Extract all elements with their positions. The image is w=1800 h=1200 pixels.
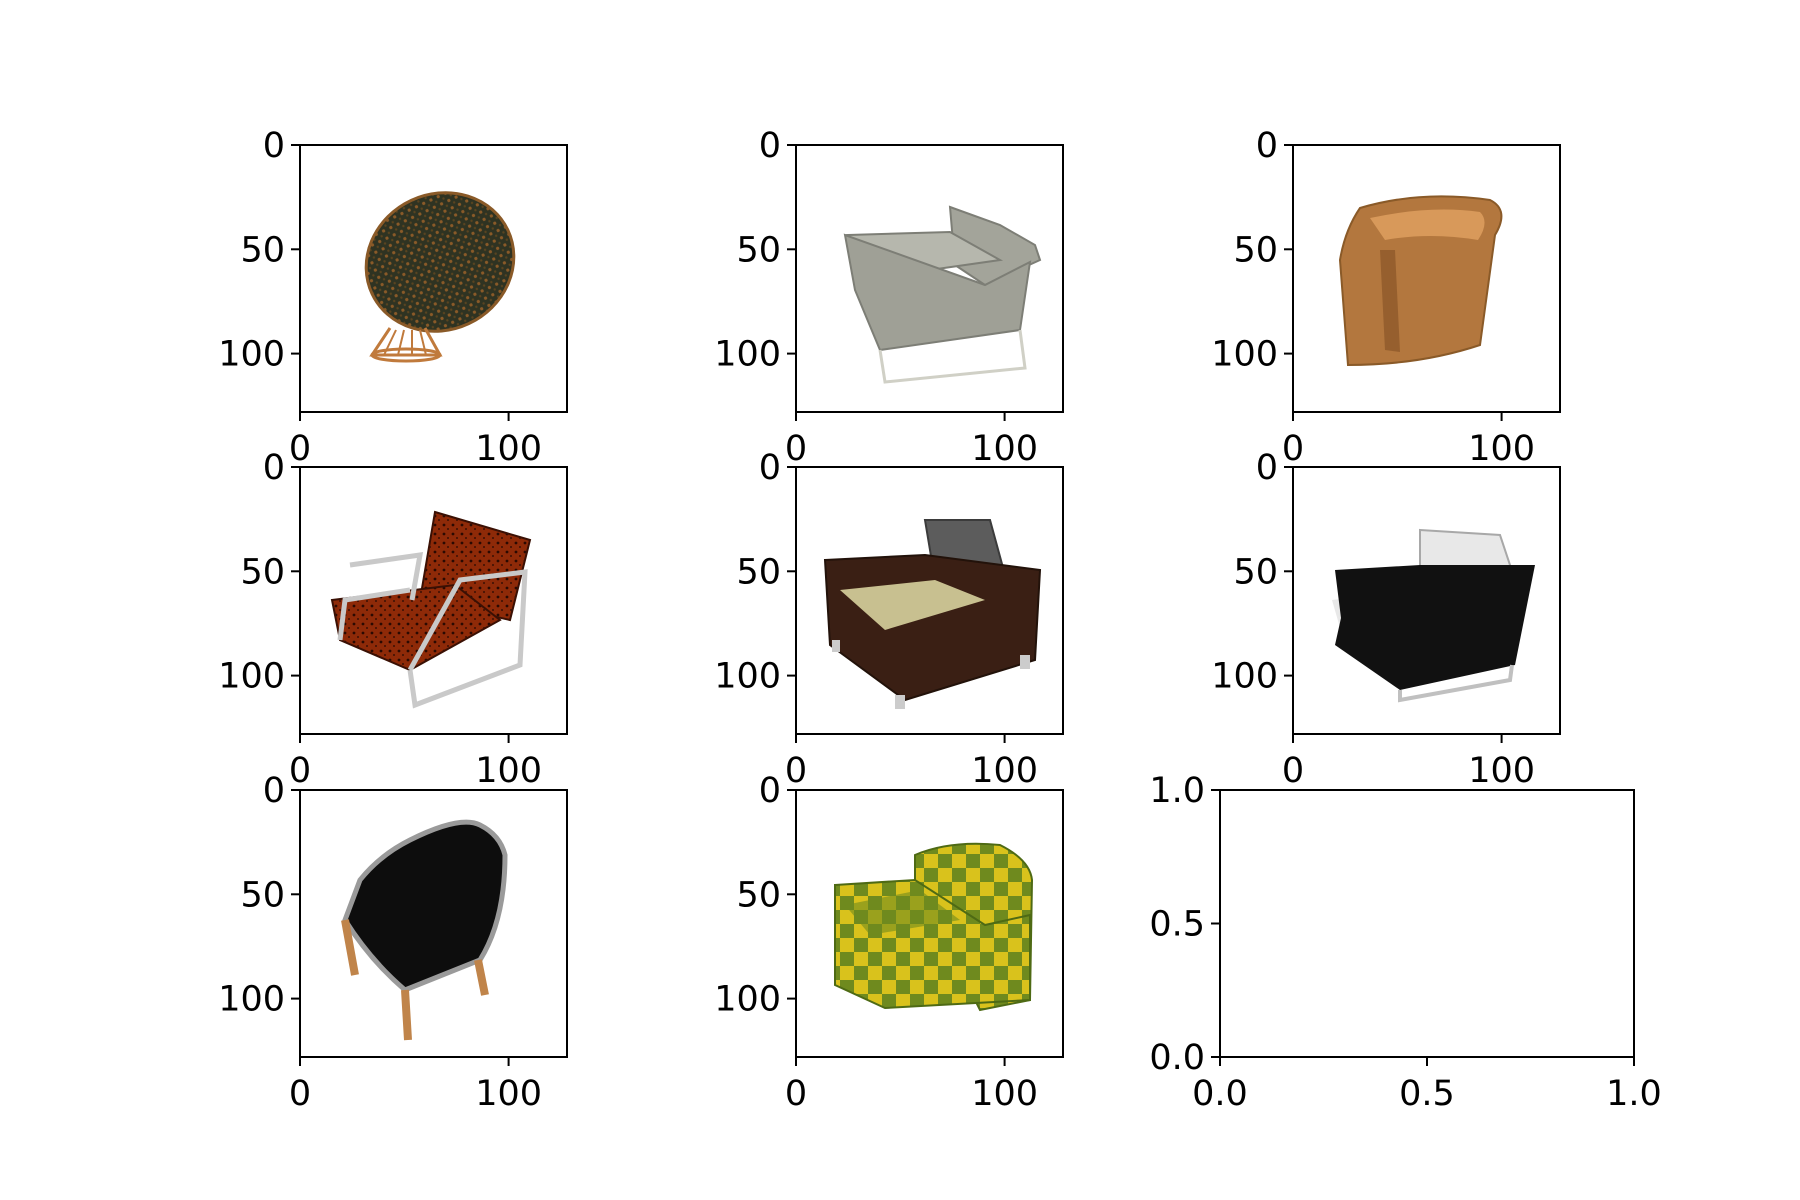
subplot-1-image [364, 191, 516, 363]
subplot-9-y-tick-label: 0.0 [1149, 1038, 1205, 1078]
subplot-3-y-tick-label: 100 [1211, 335, 1278, 375]
subplot-4 [330, 510, 532, 709]
subplot-4-frame [299, 466, 568, 735]
subplot-2 [843, 205, 1042, 384]
subplot-4-axes: 0 100 0 50 100 [218, 448, 568, 791]
subplot-3-y-tick-label: 50 [1233, 230, 1278, 270]
subplot-8-x-tick-label: 0 [785, 1074, 807, 1114]
subplot-6-y-tick-label: 0 [1256, 448, 1278, 488]
subplot-2-image [843, 205, 1042, 384]
subplot-8-image [834, 842, 1034, 1012]
subplot-1-y-tick-label: 50 [240, 230, 285, 270]
subplot-8-x-tick-label: 100 [971, 1074, 1038, 1114]
subplot-7-x-tick-label: 100 [475, 1074, 542, 1114]
subplot-3-x-tick-label: 100 [1468, 429, 1535, 469]
subplot-5-y-tick-label: 0 [759, 448, 781, 488]
subplot-4-y-tick-label: 50 [240, 552, 285, 592]
subplot-9-y-tick-label: 1.0 [1149, 771, 1205, 811]
subplot-8-y-tick-label: 50 [736, 875, 781, 915]
subplot-3-x-tick-label: 0 [1282, 429, 1304, 469]
subplot-4-y-tick-label: 100 [218, 657, 285, 697]
subplot-3-image [1338, 195, 1503, 367]
subplot-7 [341, 819, 508, 1041]
subplot-3-axes: 0 100 0 50 100 [1211, 126, 1561, 469]
chair-sled-legs [878, 329, 1027, 384]
subplot-2-y-tick-label: 50 [736, 230, 781, 270]
subplot-7-y-tick-label: 100 [218, 980, 285, 1020]
subplot-6-image [1332, 528, 1535, 703]
subplot-1-frame [299, 144, 568, 413]
subplot-7-image [341, 819, 508, 1041]
subplot-6-y-tick-label: 50 [1233, 552, 1278, 592]
subplot-2-axes: 0 100 0 50 100 [714, 126, 1064, 469]
chair-tub-inner [1370, 209, 1485, 240]
subplot-7-axes: 0 100 0 50 100 [218, 771, 568, 1114]
subplot-6-axes: 0 100 0 50 100 [1211, 448, 1561, 791]
subplot-6 [1332, 528, 1535, 703]
subplot-8-y-tick-label: 0 [759, 771, 781, 811]
subplot-1-axes: 0 100 0 50 100 [218, 126, 568, 469]
subplot-5-y-tick-label: 50 [736, 552, 781, 592]
subplot-4-image [330, 510, 532, 709]
subplot-9-x-tick-label: 0.5 [1399, 1074, 1455, 1114]
subplot-2-x-tick-label: 0 [785, 429, 807, 469]
subplot-5-axes: 0 100 0 50 100 [714, 448, 1064, 791]
subplot-5-x-tick-label: 100 [971, 751, 1038, 791]
chair-chrome-frame [337, 552, 528, 709]
subplot-1-y-tick-label: 100 [218, 335, 285, 375]
subplot-3-frame [1292, 144, 1561, 413]
subplot-9-x-tick-label: 0.0 [1192, 1074, 1248, 1114]
subplot-6-y-tick-label: 100 [1211, 657, 1278, 697]
subplot-6-x-tick-label: 100 [1468, 751, 1535, 791]
subplot-6-frame [1292, 466, 1561, 735]
subplot-8-y-tick-label: 100 [714, 980, 781, 1020]
subplot-4-x-tick-label: 100 [475, 751, 542, 791]
subplot-8-axes: 0 100 0 50 100 [714, 771, 1064, 1114]
chair-wooden-legs [341, 919, 489, 1041]
subplot-5-y-tick-label: 100 [714, 657, 781, 697]
subplot-9-y-tick-label: 0.5 [1149, 905, 1205, 945]
subplot-5-frame [795, 466, 1064, 735]
subplot-2-y-tick-label: 100 [714, 335, 781, 375]
subplot-5 [823, 519, 1042, 709]
chair-body [1335, 565, 1535, 690]
subplot-1-y-tick-label: 0 [263, 126, 285, 166]
subplot-4-x-tick-label: 0 [289, 751, 311, 791]
chair-seat-disc [364, 191, 516, 333]
subplot-7-y-tick-label: 0 [263, 771, 285, 811]
chair-tub-body [342, 819, 508, 993]
subplot-2-frame [795, 144, 1064, 413]
chair-wire-base [369, 327, 443, 357]
subplot-2-y-tick-label: 0 [759, 126, 781, 166]
subplot-7-frame [299, 789, 568, 1058]
subplot-4-y-tick-label: 0 [263, 448, 285, 488]
subplot-2-x-tick-label: 100 [971, 429, 1038, 469]
subplot-7-x-tick-label: 0 [289, 1074, 311, 1114]
subplot-8 [834, 842, 1034, 1012]
subplot-9-x-tick-label: 1.0 [1606, 1074, 1662, 1114]
subplot-1 [364, 191, 516, 363]
axes-layer: 0 100 0 50 100 0 100 0 50 100 0 100 0 50 100 0 100 0 50 100… [218, 126, 1662, 1114]
chair-metal-runners [1398, 664, 1514, 703]
subplot-7-y-tick-label: 50 [240, 875, 285, 915]
subplot-9-axes: 0.0 0.5 1.0 0.0 0.5 1.0 [1149, 771, 1662, 1114]
subplot-1-x-tick-label: 100 [475, 429, 542, 469]
chair-tub-outer [1338, 195, 1503, 367]
subplot-3 [1338, 195, 1503, 367]
subplot-6-x-tick-label: 0 [1282, 751, 1304, 791]
subplot-5-x-tick-label: 0 [785, 751, 807, 791]
subplot-1-x-tick-label: 0 [289, 429, 311, 469]
subplot-8-frame [795, 789, 1064, 1058]
subplot-5-image [823, 519, 1042, 709]
subplot-3-y-tick-label: 0 [1256, 126, 1278, 166]
